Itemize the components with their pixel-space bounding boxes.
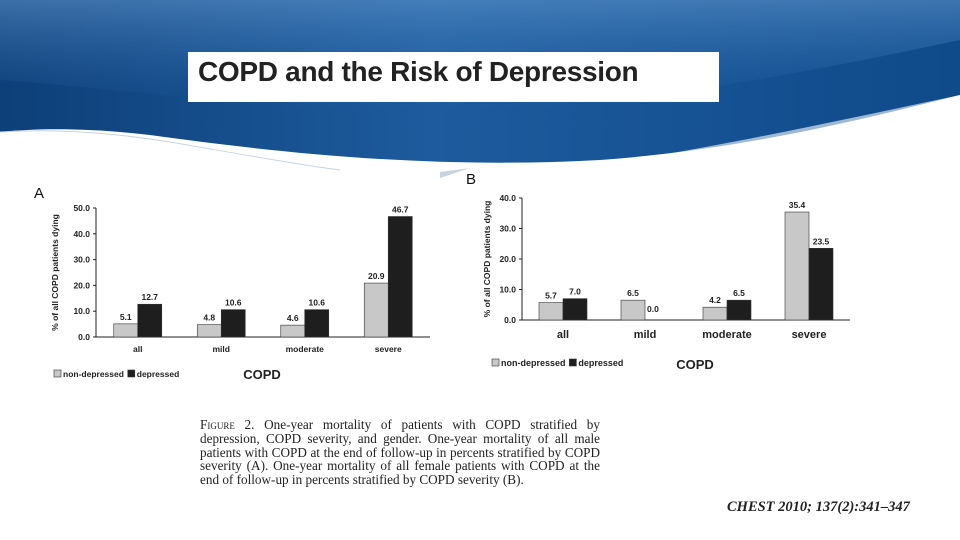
- legend-label: non-depressed: [63, 369, 124, 379]
- y-axis-label: % of all COPD patients dying: [50, 214, 60, 331]
- x-tick-label: moderate: [702, 329, 752, 341]
- data-label: 35.4: [789, 200, 806, 210]
- x-axis-label: COPD: [676, 357, 714, 372]
- y-axis-label: % of all COPD patients dying: [482, 201, 492, 318]
- bar-depressed-all: [137, 303, 163, 338]
- data-label: 6.5: [733, 288, 745, 298]
- data-label: 0.0: [647, 304, 659, 314]
- data-label: 5.7: [545, 291, 557, 301]
- x-tick-label: mild: [213, 344, 230, 354]
- caption-figure-label: Figure 2.: [200, 417, 255, 432]
- legend-swatch-depressed: [569, 358, 577, 367]
- x-tick-label: mild: [634, 329, 657, 341]
- legend-label: depressed: [578, 358, 623, 368]
- y-tick-label: 0.0: [504, 315, 516, 325]
- x-tick-label: severe: [375, 344, 402, 354]
- data-label: 4.8: [203, 313, 215, 323]
- bar-non-depressed-severe: [363, 282, 389, 338]
- chart-b: 0.0 10.0 20.0 30.0 40.0 % of all COPD patient…: [482, 193, 850, 372]
- x-tick-label: all: [133, 344, 142, 354]
- data-label: 10.6: [225, 298, 242, 308]
- legend-swatch-depressed: [127, 369, 136, 378]
- bar-non-depressed-mild: [620, 299, 646, 321]
- data-label: 12.7: [141, 292, 158, 302]
- slide-title: COPD and the Risk of Depression: [198, 56, 639, 87]
- bar-non-depressed-moderate: [702, 306, 728, 321]
- bar-non-depressed-all: [113, 323, 139, 338]
- y-tick-label: 50.0: [73, 203, 90, 213]
- panel-label-b: B: [466, 171, 477, 188]
- data-label: 4.6: [287, 313, 299, 323]
- chart-a: 0.0 10.0 20.0 30.0 40.0 50.0 % of all COPD pat…: [50, 203, 430, 382]
- data-label: 4.2: [709, 295, 721, 305]
- bar-non-depressed-mild: [196, 324, 222, 338]
- y-tick-label: 10.0: [73, 306, 90, 316]
- y-tick-label: 0.0: [78, 332, 90, 342]
- data-label: 5.1: [120, 312, 132, 322]
- bar-non-depressed-moderate: [280, 324, 306, 338]
- x-tick-label: moderate: [286, 344, 325, 354]
- x-axis-label: COPD: [243, 367, 281, 382]
- citation: CHEST 2010; 137(2):341–347: [727, 499, 910, 515]
- y-tick-label: 20.0: [73, 280, 90, 290]
- data-label: 7.0: [569, 287, 581, 297]
- y-tick-label: 10.0: [499, 285, 516, 295]
- x-tick-label: severe: [792, 329, 827, 341]
- caption-text: One-year mortality of patients with COPD…: [200, 417, 600, 488]
- legend-label: depressed: [137, 369, 180, 379]
- bar-depressed-severe: [808, 248, 834, 321]
- bar-depressed-all: [562, 298, 588, 321]
- bar-non-depressed-severe: [784, 211, 810, 321]
- data-label: 46.7: [392, 205, 409, 215]
- bar-depressed-severe: [387, 216, 413, 338]
- x-tick-label: all: [557, 329, 569, 341]
- data-label: 20.9: [368, 271, 385, 281]
- panel-label-a: A: [34, 185, 45, 202]
- legend-swatch-non-depressed: [53, 369, 62, 378]
- bar-depressed-moderate: [726, 299, 752, 321]
- figure-caption: Figure 2. One-year mortality of patients…: [200, 418, 600, 487]
- data-label: 10.6: [308, 298, 325, 308]
- bar-non-depressed-all: [538, 302, 564, 321]
- slide-title-box: COPD and the Risk of Depression: [188, 52, 719, 102]
- y-tick-label: 20.0: [499, 254, 516, 264]
- data-label: 6.5: [627, 288, 639, 298]
- y-tick-label: 40.0: [499, 193, 516, 203]
- y-tick-label: 30.0: [73, 255, 90, 265]
- legend-label: non-depressed: [501, 358, 566, 368]
- y-tick-label: 40.0: [73, 229, 90, 239]
- bar-depressed-mild: [220, 309, 246, 338]
- y-tick-label: 30.0: [499, 224, 516, 234]
- legend-swatch-non-depressed: [491, 358, 500, 367]
- bar-depressed-moderate: [304, 309, 330, 338]
- data-label: 23.5: [813, 236, 830, 246]
